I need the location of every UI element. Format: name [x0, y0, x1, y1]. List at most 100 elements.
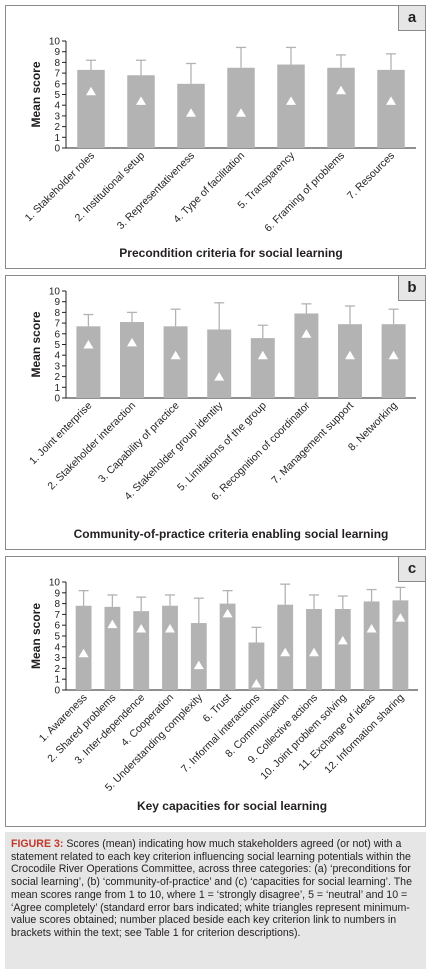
min-value-triangle: [165, 623, 175, 633]
y-tick-label: 7: [54, 610, 60, 621]
y-tick-label: 7: [54, 69, 60, 80]
y-tick-label: 3: [54, 111, 60, 122]
y-tick-label: 10: [49, 578, 61, 589]
min-value-triangle: [78, 648, 89, 658]
y-tick-label: 0: [54, 686, 60, 697]
y-tick-label: 9: [54, 47, 60, 58]
y-tick-label: 3: [54, 361, 60, 372]
y-tick-label: 4: [54, 351, 60, 362]
min-value-triangle: [214, 372, 225, 381]
y-tick-label: 5: [54, 340, 60, 351]
x-tick-label: 5. Limitations of the group: [175, 400, 269, 494]
min-value-triangle: [301, 329, 312, 338]
x-tick-label: 2. Stakeholder interaction: [45, 400, 138, 493]
figure-label: FIGURE 3:: [11, 838, 64, 850]
min-value-triangle: [395, 613, 406, 622]
y-tick-label: 0: [54, 144, 60, 155]
figure-caption: FIGURE 3: Scores (mean) indicating how m…: [5, 832, 426, 969]
y-tick-label: 7: [54, 319, 60, 330]
bar: [104, 606, 121, 690]
y-tick-label: 4: [54, 101, 60, 112]
min-value-triangle: [86, 86, 96, 96]
min-value-triangle: [193, 660, 204, 670]
chart-title: Precondition criteria for social learnin…: [119, 246, 342, 260]
y-tick-label: 1: [54, 133, 60, 144]
y-tick-label: 10: [49, 287, 61, 298]
bar: [133, 611, 150, 690]
min-value-triangle: [309, 647, 319, 657]
y-tick-label: 1: [54, 675, 60, 686]
min-value-triangle: [345, 350, 355, 360]
min-value-triangle: [366, 623, 377, 633]
min-value-triangle: [388, 350, 399, 360]
bar: [127, 75, 155, 148]
bar: [77, 69, 105, 148]
y-tick-label: 5: [54, 90, 60, 101]
bar: [219, 603, 236, 690]
y-axis-title: Mean score: [29, 603, 43, 669]
min-value-triangle: [136, 96, 146, 105]
y-axis-title: Mean score: [29, 311, 43, 377]
bar: [294, 313, 319, 398]
y-tick-label: 9: [54, 297, 60, 308]
min-value-triangle: [286, 96, 296, 105]
min-value-triangle: [186, 108, 196, 117]
bar: [338, 324, 362, 398]
min-value-triangle: [336, 85, 346, 95]
chart-title: Key capacities for social learning: [137, 799, 327, 813]
min-value-triangle: [337, 635, 348, 645]
x-tick-label: 3. Capability of practice: [96, 400, 182, 486]
y-tick-label: 6: [54, 79, 60, 90]
y-tick-label: 6: [54, 329, 60, 340]
bar: [250, 338, 275, 398]
x-tick-label: 7. Management support: [269, 400, 356, 487]
bar: [363, 601, 380, 690]
panel-b: 0 1 2 3 4 5 6 7 8 9 10 Mean score 1. Joint enterpris…: [5, 275, 426, 550]
min-value-triangle: [107, 619, 118, 629]
y-tick-label: 2: [54, 664, 60, 675]
panel-a: 0 1 2 3 4 5 6 7 8 9 10 Mean score 1. Stakeholder rol…: [5, 5, 426, 269]
bar: [327, 67, 355, 148]
y-tick-label: 0: [54, 394, 60, 405]
bar: [392, 600, 409, 690]
y-tick-label: 1: [54, 383, 60, 394]
bar: [381, 324, 406, 398]
min-value-triangle: [222, 608, 233, 618]
caption-text: Scores (mean) indicating how much stakeh…: [11, 838, 412, 939]
min-value-triangle: [170, 350, 181, 360]
bar: [120, 322, 144, 398]
y-axis-title: Mean score: [29, 61, 43, 127]
panel-c: 0 1 2 3 4 5 6 7 8 9 10 Mean score 1. Awareness 2. Sha…: [5, 556, 426, 827]
min-value-triangle: [257, 350, 268, 360]
bar: [277, 64, 305, 148]
bar: [163, 326, 188, 398]
y-tick-label: 8: [54, 58, 60, 69]
min-value-triangle: [236, 108, 246, 117]
min-value-triangle: [251, 679, 262, 688]
x-tick-label: 7. Resources: [345, 150, 397, 202]
panel-label-b: b: [398, 276, 425, 301]
y-tick-label: 2: [54, 122, 60, 133]
y-tick-label: 5: [54, 632, 60, 643]
chart-title: Community-of-practice criteria enabling …: [74, 527, 389, 541]
y-tick-label: 3: [54, 653, 60, 664]
bar: [76, 326, 101, 398]
bar: [277, 604, 294, 690]
min-value-triangle: [136, 623, 147, 633]
y-tick-label: 10: [49, 37, 61, 48]
min-value-triangle: [127, 337, 137, 347]
panel-label-c: c: [398, 557, 425, 582]
y-tick-label: 9: [54, 588, 60, 599]
min-value-triangle: [386, 96, 396, 105]
y-tick-label: 6: [54, 621, 60, 632]
bar: [248, 642, 265, 690]
y-tick-label: 2: [54, 372, 60, 383]
bar: [334, 609, 351, 690]
min-value-triangle: [83, 340, 94, 349]
panel-label-a: a: [398, 6, 425, 31]
bar: [377, 69, 405, 148]
bar: [162, 605, 178, 690]
